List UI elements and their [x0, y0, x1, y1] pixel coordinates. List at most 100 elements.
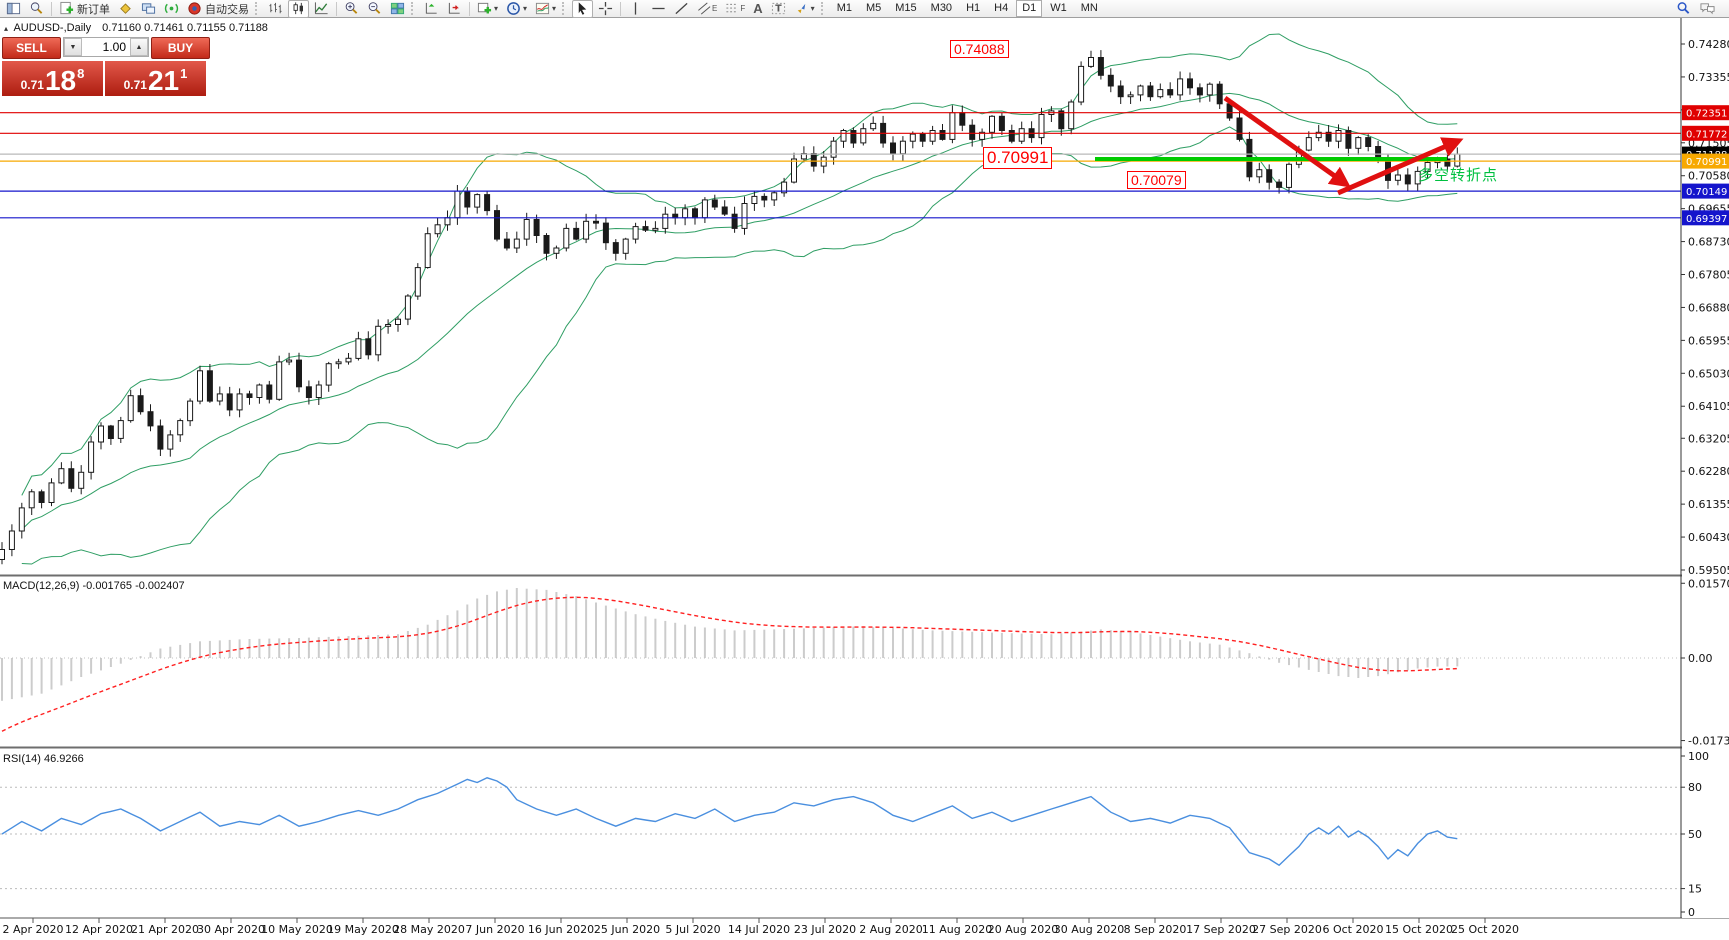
axis-tick-label: 0.59505: [1688, 564, 1729, 577]
crosshair-tool[interactable]: [595, 0, 616, 18]
macd-hist-bar: [486, 594, 489, 658]
new-chart-button[interactable]: ▾: [474, 0, 501, 18]
bar-chart-icon[interactable]: [265, 0, 286, 18]
buy-button[interactable]: BUY: [151, 37, 210, 59]
zoom-in-icon[interactable]: [341, 0, 362, 18]
price-annotation-0.70079[interactable]: 0.70079: [1127, 171, 1186, 189]
price-annotation-0.70991[interactable]: 0.70991: [983, 147, 1053, 169]
chat-icon[interactable]: [1696, 0, 1719, 18]
line-chart-icon[interactable]: [311, 0, 332, 18]
tile-windows-icon[interactable]: [387, 0, 408, 18]
macd-hist-bar: [20, 658, 23, 698]
text-tool[interactable]: A: [753, 1, 763, 16]
tf-m30[interactable]: M30: [930, 2, 953, 14]
fibonacci-tool[interactable]: F: [722, 0, 748, 18]
macd-hist-bar: [406, 631, 409, 658]
data-window-icon[interactable]: [26, 0, 47, 18]
axis-tick-label: 15: [1688, 883, 1702, 896]
macd-hist-bar: [268, 638, 271, 658]
macd-hist-bar: [446, 615, 449, 658]
volume-increase-button[interactable]: ▲: [130, 38, 148, 56]
volume-decrease-button[interactable]: ▼: [64, 38, 82, 56]
macd-hist-bar: [317, 637, 320, 658]
macd-hist-bar: [535, 589, 538, 658]
tf-mn[interactable]: MN: [1080, 2, 1098, 14]
tf-w1[interactable]: W1: [1050, 2, 1067, 14]
indicators-button[interactable]: ▾: [532, 0, 559, 18]
search-icon[interactable]: [1673, 0, 1694, 18]
macd-hist-bar: [575, 596, 578, 658]
tf-m15[interactable]: M15: [895, 2, 917, 14]
fibo-tag: F: [740, 4, 746, 13]
tf-m5[interactable]: M5: [865, 2, 882, 14]
macd-hist-bar: [981, 632, 984, 658]
volume-input[interactable]: [82, 38, 130, 56]
sell-button[interactable]: SELL: [2, 37, 61, 59]
autotrade-button[interactable]: 自动交易: [184, 0, 252, 18]
zoom-out-icon[interactable]: [364, 0, 385, 18]
macd-hist-bar: [1228, 647, 1231, 658]
chevron-down-icon: ▾: [552, 4, 557, 13]
collapse-panel-icon[interactable]: ▴: [4, 24, 9, 33]
macd-hist-bar: [1406, 658, 1409, 671]
vertical-line-tool[interactable]: [625, 0, 646, 18]
charts-panel-icon[interactable]: [3, 0, 24, 18]
pivot-point-annotation[interactable]: 多空转折点: [1418, 167, 1499, 184]
macd-hist-bar: [1456, 658, 1459, 667]
signals-icon[interactable]: [161, 0, 182, 18]
macd-hist-bar: [40, 658, 43, 694]
price-tag: [1682, 210, 1729, 226]
trendline-tool[interactable]: [671, 0, 692, 18]
trend-arrow[interactable]: [1223, 95, 1351, 188]
tf-h4[interactable]: H4: [994, 2, 1009, 14]
ohlc-values: 0.71160 0.71461 0.71155 0.71188: [102, 22, 268, 34]
price-annotation-0.74088[interactable]: 0.74088: [950, 40, 1009, 58]
macd-hist-bar: [872, 627, 875, 658]
trend-arrow[interactable]: [1337, 137, 1464, 196]
macd-hist-bar: [109, 658, 112, 667]
price-tag-value: 0.71772: [1686, 129, 1727, 140]
new-order-button[interactable]: 新订单: [56, 0, 113, 18]
macd-hist-bar: [1020, 633, 1023, 658]
macd-hist-bar: [1377, 658, 1380, 677]
text-label-tool[interactable]: T: [768, 0, 789, 18]
macd-hist-bar: [525, 588, 528, 658]
buy-price-panel[interactable]: 0.71 21 1: [105, 61, 206, 96]
sell-price-panel[interactable]: 0.71 18 8: [2, 61, 103, 96]
tf-d1[interactable]: D1: [1016, 0, 1043, 17]
macd-hist-bar: [179, 644, 182, 658]
chart-autoscroll-icon[interactable]: [444, 0, 465, 18]
macd-hist-bar: [496, 591, 498, 658]
macd-hist-bar: [1337, 658, 1340, 677]
periods-button[interactable]: ▾: [503, 0, 530, 18]
macd-hist-bar: [129, 658, 132, 660]
equidistant-channel-tool[interactable]: E: [694, 0, 720, 18]
chart-shift-icon[interactable]: [421, 0, 442, 18]
macd-hist-bar: [1129, 631, 1132, 658]
macd-hist-bar: [50, 658, 53, 690]
macd-hist-bar: [971, 631, 974, 658]
macd-hist-bar: [70, 658, 73, 682]
macd-hist-bar: [1198, 642, 1201, 658]
metaeditor-icon[interactable]: [115, 0, 136, 18]
candle-chart-icon[interactable]: [288, 0, 309, 18]
bollinger-band-line: [21, 126, 1458, 565]
macd-hist-bar: [288, 638, 291, 658]
tf-h1[interactable]: H1: [966, 2, 981, 14]
horizontal-line-tool[interactable]: [648, 0, 669, 18]
date-tick-label: 28 May 2020: [393, 923, 465, 936]
macd-hist-bar: [1169, 638, 1172, 658]
arrows-tool[interactable]: ▾: [791, 0, 818, 18]
date-tick-label: 27 Sep 2020: [1252, 923, 1322, 936]
macd-hist-bar: [555, 592, 558, 658]
price-tag-value: 0.72351: [1686, 109, 1727, 120]
macd-hist-bar: [416, 627, 419, 658]
candles: [0, 50, 1461, 565]
terminal-icon[interactable]: [138, 0, 159, 18]
cursor-tool[interactable]: [572, 0, 594, 18]
axis-tick-label: 0.65030: [1688, 367, 1729, 380]
date-tick-label: 16 Jun 2020: [528, 923, 594, 936]
tf-m1[interactable]: M1: [836, 2, 852, 14]
macd-signal-line: [1, 596, 1458, 732]
